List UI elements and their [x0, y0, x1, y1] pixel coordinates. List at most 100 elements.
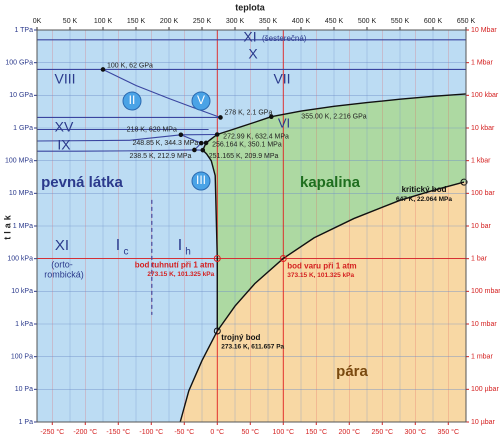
region-label: X — [248, 46, 258, 62]
point — [214, 132, 220, 137]
phase-boundary — [216, 116, 272, 136]
x2-tick-label: -150 °C — [106, 428, 130, 436]
y2-tick-label: 1 Mbar — [471, 60, 493, 67]
y2-tick-label: 1 bar — [471, 256, 488, 263]
y2-tick-label: 1 mbar — [471, 354, 493, 361]
x-tick-label: 50 K — [63, 18, 78, 25]
point-label: kritický bod — [402, 185, 447, 194]
point — [213, 254, 221, 262]
point-label: 238.5 K, 212.9 MPa — [130, 153, 192, 160]
region-label: (šesterečná) — [262, 34, 307, 43]
label-badge — [191, 171, 211, 191]
region-label: h — [185, 247, 191, 258]
y-tick-label: 10 GPa — [9, 92, 33, 99]
x-tick-label: 100 K — [94, 18, 113, 25]
x2-tick-label: -200 °C — [73, 428, 97, 436]
y-tick-label: 1 kPa — [15, 321, 33, 328]
point-label: 272.99 K, 632.4 MPa — [223, 133, 289, 140]
x-tick-label: 350 K — [259, 18, 278, 25]
y-tick-label: 100 kPa — [7, 256, 33, 263]
y2-tick-label: 10 Mbar — [471, 27, 497, 34]
y-tick-label: 1 MPa — [13, 223, 33, 230]
x-tick-label: 200 K — [160, 18, 179, 25]
y-tick-label: 100 GPa — [5, 60, 33, 67]
region-label: VII — [273, 71, 290, 87]
x2-tick-label: 350 °C — [438, 428, 459, 436]
point — [269, 114, 274, 120]
x2-tick-label: -250 °C — [40, 428, 64, 436]
y-tick-label: 1 GPa — [13, 125, 33, 132]
phase-boundary — [37, 149, 195, 152]
x2-tick-label: -50 °C — [174, 428, 194, 436]
phase-boundary — [271, 93, 467, 118]
point-label: 218 K, 620 MPa — [127, 127, 177, 134]
y-tick-label: 10 Pa — [15, 386, 33, 393]
x-tick-label: 400 K — [292, 18, 311, 25]
x2-tick-label: 0 °C — [210, 428, 224, 436]
region-label: (orto- — [51, 259, 73, 269]
point-label: bod tuhnutí při 1 atm — [135, 261, 215, 270]
region-label: II — [129, 93, 136, 107]
point — [460, 178, 468, 186]
region-label: pevná látka — [41, 174, 123, 191]
x2-tick-label: 250 °C — [372, 428, 393, 436]
region-label: XI — [55, 237, 69, 254]
point-label: trojný bod — [221, 333, 260, 342]
phase-boundary — [202, 149, 218, 331]
y-tick-label: 10 kPa — [11, 288, 33, 295]
x-tick-label: 550 K — [391, 18, 410, 25]
point-note: 273.16 K, 611.657 Pa — [221, 344, 284, 351]
region-label: III — [196, 173, 206, 187]
label-badge — [191, 91, 211, 111]
point-note: 273.15 K, 101.325 kPa — [147, 271, 214, 278]
point — [218, 115, 223, 120]
region-label: VIII — [54, 71, 75, 87]
point — [279, 254, 287, 262]
vapor-region — [180, 182, 466, 422]
y-axis-label: tlak — [2, 212, 12, 240]
point — [213, 327, 221, 335]
x-tick-label: 500 K — [358, 18, 377, 25]
region-label: VI — [278, 115, 290, 130]
region-label: c — [124, 247, 129, 258]
region-label: V — [197, 93, 205, 107]
phase-boundary — [216, 181, 465, 332]
region-label: XI — [243, 29, 256, 45]
point — [203, 140, 209, 146]
phase-boundary — [179, 330, 218, 423]
region-label: rombická) — [44, 269, 84, 279]
x2-tick-label: 200 °C — [339, 428, 360, 436]
point-label: 278 K, 2.1 GPa — [224, 109, 272, 116]
x2-tick-label: 150 °C — [306, 428, 327, 436]
region-label: IX — [57, 137, 71, 153]
x-tick-label: 650 K — [457, 18, 476, 25]
x-tick-label: 600 K — [424, 18, 443, 25]
y2-tick-label: 10 kbar — [471, 125, 495, 132]
point-note: 647 K, 22.064 MPa — [396, 196, 452, 203]
y-tick-label: 10 MPa — [9, 190, 33, 197]
x-tick-label: 300 K — [226, 18, 245, 25]
point — [100, 67, 106, 72]
y2-tick-label: 1 kbar — [471, 158, 491, 165]
y2-tick-label: 100 bar — [471, 190, 495, 197]
region-label: I — [116, 237, 120, 254]
point-label: 100 K, 62 GPa — [107, 62, 153, 69]
y2-tick-label: 10 µbar — [471, 419, 496, 426]
region-label: pára — [336, 363, 368, 380]
point — [192, 147, 197, 153]
region-label: I — [178, 237, 182, 254]
y2-tick-label: 10 mbar — [471, 321, 497, 328]
x2-tick-label: 50 °C — [241, 428, 259, 436]
x-tick-label: 0K — [33, 18, 42, 25]
x-tick-label: 450 K — [325, 18, 344, 25]
region-label: kapalina — [300, 174, 361, 191]
point-label: 251.165 K, 209.9 MPa — [209, 153, 279, 160]
point-label: 248.85 K, 344.3 MPa — [132, 140, 198, 147]
x2-tick-label: 300 °C — [405, 428, 426, 436]
y2-tick-label: 100 kbar — [471, 92, 499, 99]
y-tick-label: 1 TPa — [14, 27, 33, 34]
phase-boundary — [36, 134, 181, 142]
x2-tick-label: -100 °C — [139, 428, 163, 436]
point-label: 256.164 K, 350.1 MPa — [212, 142, 282, 149]
y2-tick-label: 100 mbar — [471, 288, 500, 295]
